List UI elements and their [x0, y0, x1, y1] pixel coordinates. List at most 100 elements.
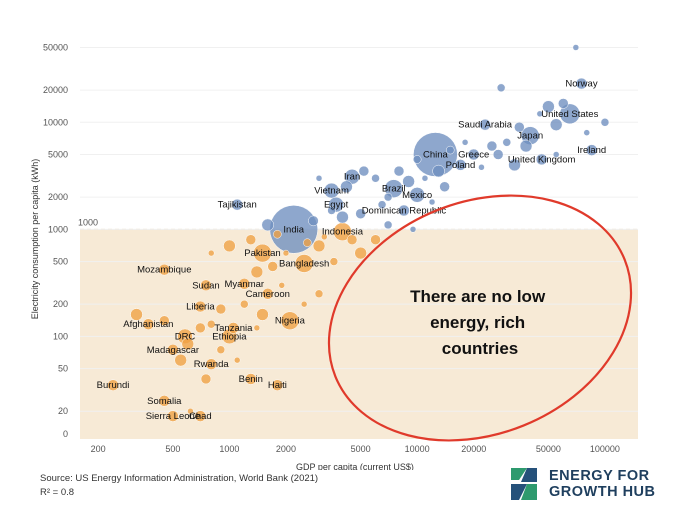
data-point [519, 139, 533, 153]
data-point [200, 373, 212, 385]
data-point-benin [245, 373, 257, 385]
data-point [336, 210, 349, 224]
data-point [600, 118, 610, 127]
data-point [303, 238, 312, 247]
data-point-poland [454, 159, 467, 171]
data-point-saudi-arabia [479, 118, 491, 131]
data-point [346, 234, 358, 245]
data-point [267, 261, 278, 272]
data-point [572, 44, 580, 51]
data-point-haiti [271, 379, 284, 391]
country-label-indonesia: Indonesia [322, 227, 364, 238]
country-labels-layer: Norway United States Saudi Arabia Ireland Ja… [97, 79, 607, 423]
data-point [496, 83, 506, 93]
country-label-burundi: Burundi [97, 380, 130, 391]
threshold-label: 1000 [78, 217, 98, 227]
data-point-afghanistan [142, 318, 155, 330]
x-tick-label: 20000 [461, 444, 486, 454]
y-tick-label: 500 [53, 257, 68, 267]
data-point [393, 165, 405, 177]
data-point [421, 175, 429, 182]
data-point-sierra-leone [167, 410, 179, 422]
data-point [383, 192, 393, 202]
x-tick-label: 2000 [276, 444, 296, 454]
data-point-mexico [409, 187, 425, 203]
y-tick-label: 2000 [48, 192, 68, 202]
data-point [542, 100, 555, 113]
data-point [502, 138, 512, 147]
y-tick-label: 20000 [43, 85, 68, 95]
y-tick-label: 5000 [48, 150, 68, 160]
data-point [215, 303, 227, 315]
country-label-ethiopia: Ethiopia [212, 331, 247, 342]
country-label-rwanda: Rwanda [194, 359, 230, 370]
country-label-united-kingdom: United Kingdom [508, 154, 576, 165]
energy-for-growth-hub-logo-mark-icon [511, 468, 537, 500]
data-point [233, 356, 241, 364]
data-point [174, 353, 187, 367]
country-label-china: China [423, 150, 449, 161]
x-tick-label: 50000 [536, 444, 561, 454]
y-tick-label: 50000 [43, 42, 68, 52]
country-label-vietnam: Vietnam [314, 186, 349, 197]
country-label-greece: Greece [458, 150, 489, 161]
data-point [282, 249, 290, 257]
data-point [187, 407, 194, 415]
data-point [245, 234, 257, 245]
data-point [207, 249, 215, 257]
x-tick-label: 200 [91, 444, 106, 454]
data-point [492, 149, 504, 160]
data-point [216, 345, 226, 355]
data-point [273, 229, 282, 239]
data-point [549, 118, 563, 131]
country-label-somalia: Somalia [147, 396, 182, 407]
data-point-greece [467, 148, 480, 161]
country-label-sierra-leone: Sierra Leone [146, 411, 200, 422]
y-tick-label: 1000 [48, 224, 68, 234]
country-label-cameroon: Cameroon [246, 289, 290, 300]
country-label-brazil: Brazil [382, 184, 406, 195]
data-point-united-kingdom [535, 153, 548, 166]
data-point [130, 308, 143, 321]
data-point [370, 234, 381, 245]
data-point-somalia [158, 395, 171, 407]
country-label-japan: Japan [517, 131, 543, 142]
country-label-norway: Norway [565, 79, 597, 90]
data-point-tanzania [227, 322, 240, 334]
country-label-egypt: Egypt [324, 200, 349, 211]
country-label-chad: Chad [189, 411, 212, 422]
data-point [402, 175, 415, 188]
y-tick-label: 50 [58, 364, 68, 374]
country-label-dominican-republic: Dominican Republic [362, 205, 447, 216]
data-point-cameroon [262, 288, 274, 300]
data-point-bangladesh [294, 254, 314, 273]
data-point [432, 164, 445, 178]
data-point [536, 110, 544, 118]
data-point-sudan [200, 279, 212, 292]
data-point-norway [575, 77, 588, 90]
data-point [358, 165, 370, 177]
data-point [256, 308, 269, 321]
data-point-myanmar [238, 278, 251, 290]
data-point-burundi [107, 379, 119, 391]
data-point [354, 246, 367, 260]
data-point [159, 315, 170, 326]
scatter-chart: Norway United States Saudi Arabia Ireland Ja… [30, 42, 638, 470]
r-squared-note: R² = 0.8 [40, 487, 75, 498]
data-point [552, 151, 560, 158]
y-tick-label: 200 [53, 299, 68, 309]
data-point [371, 174, 380, 183]
country-label-liberia: Liberia [186, 302, 215, 313]
data-point [261, 218, 275, 232]
data-point-madagascar [167, 344, 179, 356]
data-point [383, 220, 393, 230]
data-point [514, 121, 525, 133]
country-label-mexico: Mexico [402, 190, 432, 201]
data-point [508, 158, 521, 172]
data-point [250, 265, 264, 279]
data-point [206, 319, 216, 329]
data-point [428, 198, 436, 206]
data-point [461, 139, 469, 146]
data-point [300, 300, 308, 308]
data-point [314, 289, 324, 299]
